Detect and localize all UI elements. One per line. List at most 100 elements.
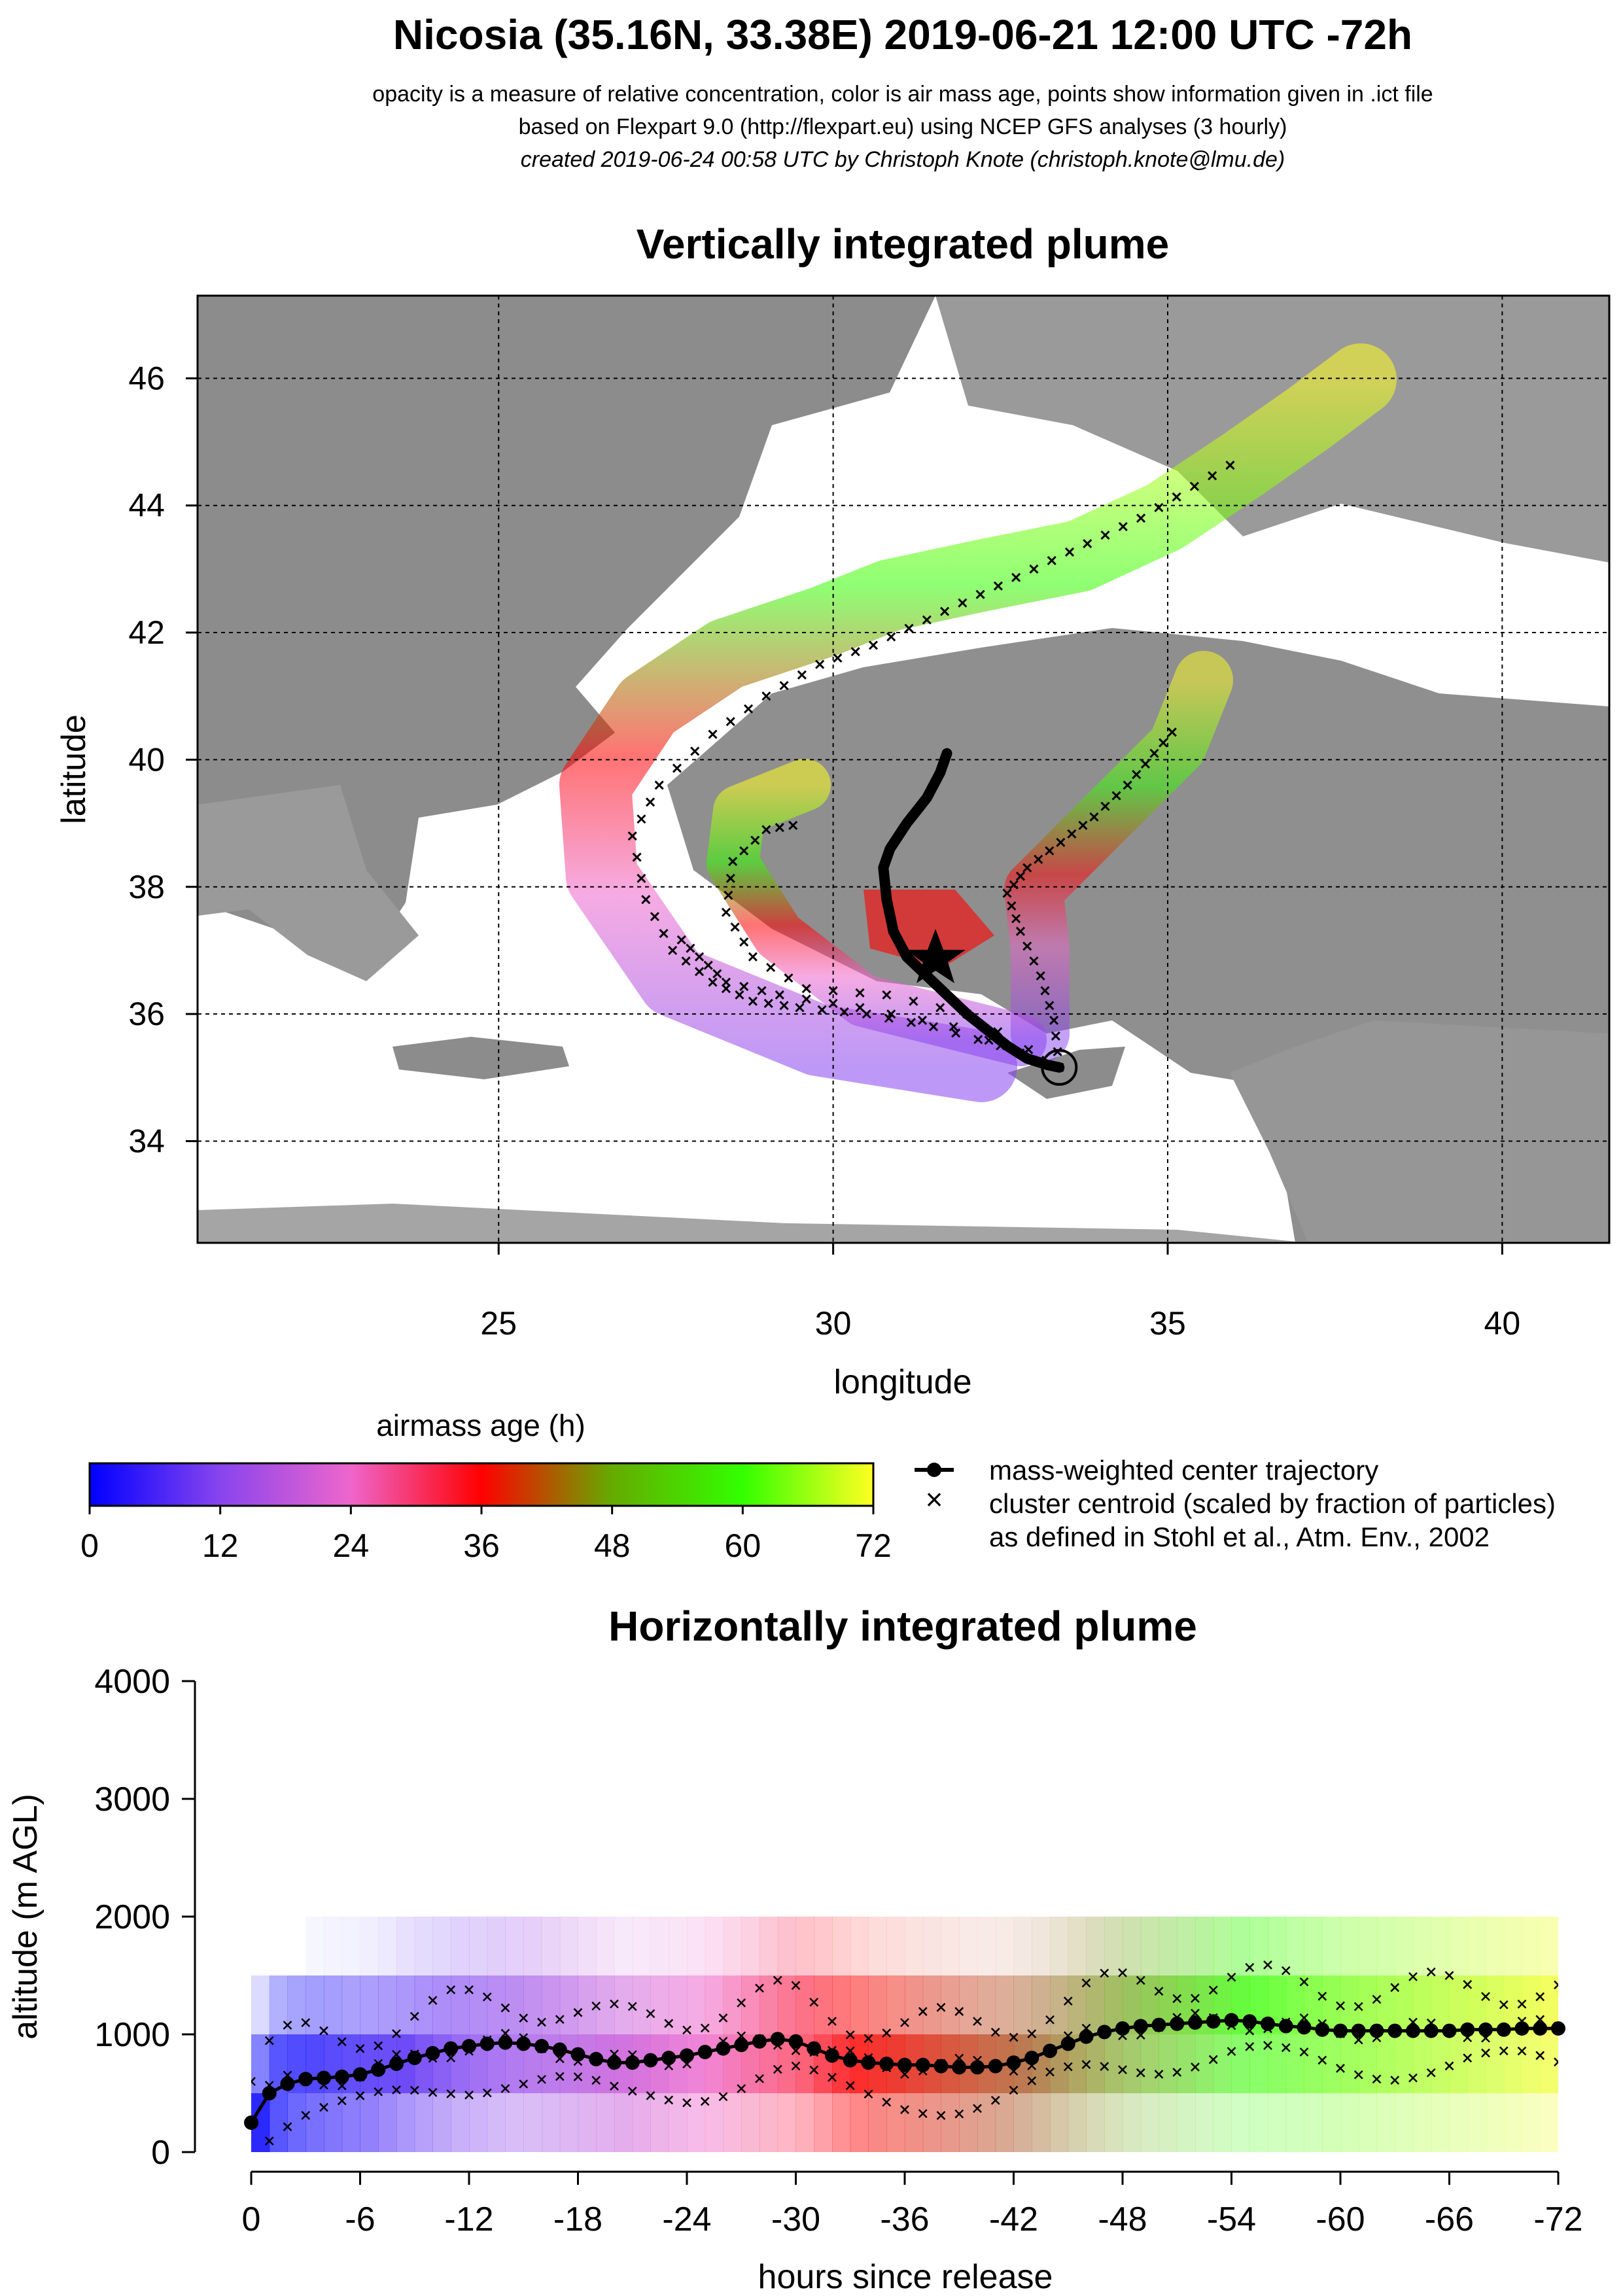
profile-heat-cell <box>1449 2093 1468 2152</box>
profile-cluster-mark <box>773 1975 782 1985</box>
cluster-centroid-mark <box>650 912 659 922</box>
profile-heat-cell <box>1086 2093 1105 2152</box>
profile-heat-cell <box>324 1975 343 2034</box>
profile-heat-cell <box>1068 1917 1087 1975</box>
profile-cluster-mark <box>737 1998 746 2008</box>
profile-center-points <box>244 2013 1565 2130</box>
profile-heat-cell <box>941 1917 960 1975</box>
cluster-centroid-mark <box>828 986 838 996</box>
cluster-centroid-mark <box>993 581 1003 591</box>
profile-cluster-mark <box>374 2087 383 2096</box>
cluster-centroid-mark <box>1064 547 1075 557</box>
cluster-centroid-mark <box>761 691 771 701</box>
cluster-centroid-mark <box>721 977 731 987</box>
profile-heat-cell <box>995 1917 1014 1975</box>
profile-heat-cell <box>705 1917 724 1975</box>
cluster-centroid-mark <box>763 998 773 1009</box>
profile-heat-cell <box>1123 2093 1142 2152</box>
cluster-centroid-mark <box>654 780 664 790</box>
cluster-centroid-mark <box>1154 502 1164 512</box>
profile-heat-cell <box>1231 1917 1250 1975</box>
profile-y-tick-label: 4000 <box>94 1663 170 1701</box>
profile-heat-cell <box>378 1917 397 1975</box>
profile-cluster-mark <box>990 2027 1000 2037</box>
land-egypt <box>198 1204 1308 1243</box>
cluster-centroid-mark <box>904 623 914 633</box>
profile-cluster-mark <box>1009 2085 1019 2095</box>
profile-x-axis-label: hours since release <box>758 2258 1053 2296</box>
cluster-centroid-mark <box>750 835 760 845</box>
profile-cluster-mark <box>1136 1975 1145 1985</box>
profile-center-point <box>952 2060 967 2075</box>
profile-cluster-mark <box>1463 1979 1473 1989</box>
profile-heat-cell <box>1032 1975 1051 2034</box>
profile-center-point <box>1533 2021 1548 2036</box>
profile-center-point <box>407 2051 422 2065</box>
profile-heat-cell <box>505 2093 524 2152</box>
profile-heat-cell <box>1050 1975 1069 2034</box>
cluster-centroid-mark <box>909 996 918 1006</box>
profile-center-point <box>1115 2021 1130 2036</box>
profile-center-point <box>970 2060 985 2075</box>
profile-x-tick-label: -24 <box>662 2200 711 2238</box>
profile-heat-cell <box>941 2093 960 2152</box>
profile-heat-cell <box>1013 1917 1032 1975</box>
cluster-centroid-mark <box>775 823 784 833</box>
profile-heat-cell <box>832 1975 851 2034</box>
profile-heat-cell <box>1213 2034 1232 2093</box>
profile-heat-cell <box>341 2093 360 2152</box>
profile-heat-cell <box>850 1975 869 2034</box>
profile-cluster-mark <box>682 2025 691 2035</box>
profile-cluster-mark <box>845 2081 855 2091</box>
profile-cluster-mark <box>283 2122 292 2132</box>
profile-cluster-mark <box>973 2104 982 2113</box>
profile-center-point <box>1278 2019 1293 2034</box>
profile-cluster-mark <box>1118 2065 1127 2075</box>
profile-heat-cell <box>542 1917 561 1975</box>
release-marker <box>1041 1049 1078 1086</box>
profile-cluster-mark <box>882 2097 892 2107</box>
profile-center-point <box>262 2086 277 2100</box>
profile-heat-cell <box>1013 2093 1032 2152</box>
cluster-centroid-mark <box>739 846 749 856</box>
profile-heat-cell <box>305 1975 324 2034</box>
profile-cluster-mark <box>1191 1994 1200 2003</box>
profile-cluster-mark <box>1191 2062 1200 2072</box>
cluster-centroid-mark <box>712 969 722 979</box>
profile-cluster-mark <box>446 2053 456 2062</box>
profile-cluster-mark <box>1263 2041 1272 2050</box>
map-x-tick-label: 30 <box>815 1305 852 1342</box>
map-grid <box>198 296 1609 1243</box>
profile-heat-cell <box>396 1917 415 1975</box>
profile-cluster-mark <box>464 2090 474 2100</box>
profile-cluster-mark <box>537 2074 546 2084</box>
legend-cross-sample: × <box>926 1482 943 1516</box>
legend-entry-cross-note: as defined in Stohl et al., Atm. Env., 2… <box>989 1522 1490 1552</box>
profile-cluster-mark <box>1481 2048 1490 2058</box>
profile-cluster-mark <box>845 2030 855 2040</box>
cluster-centroid-mark <box>632 852 642 862</box>
profile-heat-cell <box>1358 1917 1377 1975</box>
profile-center-point <box>1333 2023 1348 2038</box>
profile-heat-cell <box>850 1917 869 1975</box>
cluster-centroid-mark <box>1015 926 1026 936</box>
profile-x-axis: 0 -6 -12 -18 -24 -30 -36 -42 -48 -54 -60 -66 -72 <box>242 2170 1583 2238</box>
cluster-centroid-mark <box>730 922 740 932</box>
cluster-centroid-mark <box>1123 780 1132 790</box>
profile-heat-cell <box>777 2093 796 2152</box>
profile-heat-cell <box>1213 1917 1232 1975</box>
cluster-centroid-mark <box>637 814 646 824</box>
profile-cluster-mark <box>990 2095 1000 2105</box>
profile-heat-cell <box>669 1975 688 2034</box>
cluster-centroid-mark <box>951 1028 961 1038</box>
profile-heat-cell <box>578 1975 597 2034</box>
profile-center-point <box>770 2032 785 2047</box>
cluster-centroid-mark <box>1047 555 1056 565</box>
cluster-centroid-mark <box>817 1005 827 1015</box>
cluster-centroid-mark <box>973 1034 983 1045</box>
profile-cluster-mark <box>1535 2051 1545 2061</box>
profile-heat-cell <box>1486 2093 1505 2152</box>
profile-heat-cell <box>868 1975 887 2034</box>
profile-heat-cell <box>1467 2093 1486 2152</box>
profile-center-point <box>1206 2014 1221 2029</box>
